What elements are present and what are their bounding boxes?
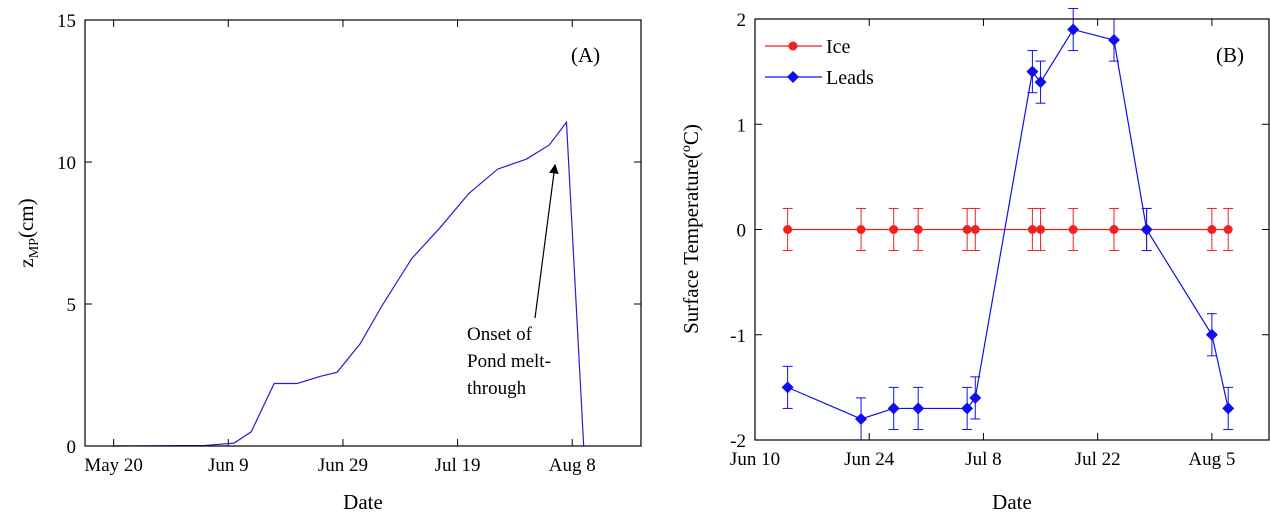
panel-b-x-tick-label-0: Jun 10: [730, 449, 780, 470]
panel-b-ice-point-1: [856, 225, 866, 234]
panel-b-y-axis-title-unit: C): [679, 124, 703, 145]
panel-b-leads-point-3: [912, 402, 925, 415]
panel-a-y-tick-label-2: 10: [57, 153, 76, 174]
panel-b-ice-point-0: [783, 225, 793, 234]
panel-b-x-tick-label-4: Aug 5: [1188, 449, 1235, 470]
panel-a-x-tick-label-2: Jun 29: [318, 455, 368, 476]
panel-b-ice-point-8: [1068, 225, 1078, 234]
panel-a-x-tick-label-3: Jul 19: [435, 455, 481, 476]
panel-a-tag: (A): [571, 43, 600, 67]
panel-b-y-tick-label-2: 0: [737, 221, 747, 242]
panel-b-leads-point-5: [969, 391, 982, 404]
panel-b-x-tick-label-1: Jun 24: [844, 449, 895, 470]
panel-b-leads-point-10: [1140, 223, 1153, 236]
panel-a-annotation-line-2: Pond melt-: [467, 351, 551, 372]
panel-b-y-tick-label-3: 1: [737, 115, 747, 136]
panel-a-series-line-0: [113, 120, 585, 447]
legend-leads-marker: [787, 71, 799, 83]
panel-b-y-tick-label-1: -1: [730, 326, 746, 347]
panel-a-y-axis-title-unit: (cm): [14, 198, 38, 238]
panel-b-ice-point-9: [1109, 225, 1119, 234]
panel-b-ice-point-2: [889, 225, 899, 234]
panel-b-ice-point-6: [1027, 225, 1037, 234]
panel-b-leads-point-11: [1205, 328, 1218, 341]
panel-b-y-axis-title-main: Surface Temperature(: [679, 152, 703, 334]
panel-b-ice-point-5: [970, 225, 980, 234]
panel-b-tag: (B): [1216, 43, 1244, 67]
panel-a-x-tick-label-1: Jun 9: [208, 455, 249, 476]
panel-b-ice-point-3: [913, 225, 923, 234]
panel-a-annotation-line-3: through: [467, 378, 527, 399]
panel-a-y-axis-title-sub: MP: [27, 238, 42, 258]
panel-b-leads-point-4: [961, 402, 974, 415]
panel-b-leads-point-8: [1067, 23, 1080, 36]
legend-ice-marker: [788, 41, 798, 51]
panel-a-frame: [84, 19, 642, 447]
panel-b-ice-point-12: [1223, 225, 1233, 234]
panel-b-y-tick-label-4: 2: [737, 10, 747, 31]
panel-b-leads-point-0: [781, 381, 794, 394]
panel-b-ice-point-4: [962, 225, 972, 234]
panel-b-ice-point-11: [1207, 225, 1217, 234]
panel-b-leads-point-6: [1026, 65, 1039, 78]
panel-a: May 20 Jun 9 Jun 29 Jul 19 Aug 8 0 5 10 15 (A) D…: [14, 11, 642, 514]
panel-a-x-axis-title: Date: [343, 490, 383, 514]
panel-b-legend: Ice Leads: [765, 36, 874, 89]
panel-b-leads-point-2: [887, 402, 900, 415]
panel-b-leads-point-7: [1034, 76, 1047, 89]
panel-a-y-tick-label-3: 15: [57, 11, 76, 32]
panel-b-y-axis-title-sup: o: [679, 145, 694, 152]
panel-a-x-tick-label-0: May 20: [84, 455, 143, 476]
panel-b-y-tick-label-0: -2: [730, 431, 746, 452]
panel-b-ice-point-7: [1036, 225, 1046, 234]
panel-a-y-tick-label-0: 0: [67, 437, 77, 458]
panel-a-annotation-line-1: Onset of: [467, 324, 533, 345]
panel-a-y-axis-title-main: z: [14, 258, 38, 267]
panel-b-leads-point-9: [1107, 34, 1120, 47]
panel-a-annotation: Onset of Pond melt-through: [467, 324, 551, 399]
panel-a-y-axis-title: zMP(cm): [14, 198, 42, 267]
panel-b-y-axis-title: Surface Temperature(oC): [679, 124, 703, 334]
panel-b-x-tick-label-2: Jul 8: [965, 449, 1001, 470]
panel-a-annotation-arrow: [534, 163, 559, 319]
legend-leads-label: Leads: [826, 67, 874, 89]
panel-b-x-axis-title: Date: [992, 490, 1032, 514]
panel-b-frame: [754, 18, 1270, 441]
panel-a-y-tick-label-1: 5: [67, 295, 77, 316]
legend-ice-label: Ice: [826, 36, 851, 58]
panel-a-x-tick-label-4: Aug 8: [549, 455, 596, 476]
panel-b-leads-point-12: [1222, 402, 1235, 415]
panel-b-x-tick-label-3: Jul 22: [1075, 449, 1121, 470]
panel-b-leads-point-1: [855, 412, 868, 425]
panel-b-marks: Jun 10 Jun 24 Jul 8 Jul 22 Aug 5 -2 -1 0 1 2: [730, 7, 1269, 470]
panel-a-marks: May 20 Jun 9 Jun 29 Jul 19 Aug 8 0 5 10 15: [57, 11, 641, 476]
